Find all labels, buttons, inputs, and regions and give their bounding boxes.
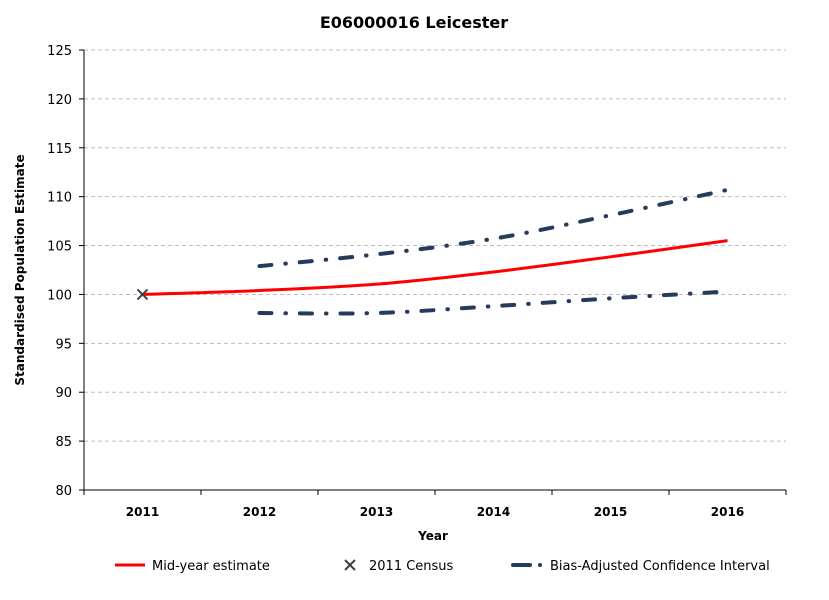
y-tick-label: 105 (47, 240, 72, 255)
y-tick-label: 120 (47, 93, 72, 108)
y-tick-label: 100 (47, 288, 72, 303)
y-axis-label: Standardised Population Estimate (13, 154, 27, 385)
legend-ci-swatch-dot (538, 563, 542, 567)
legend-ci-label: Bias-Adjusted Confidence Interval (550, 559, 770, 574)
confidence-interval-upper-line (257, 187, 730, 269)
y-tick-label: 115 (47, 142, 72, 157)
x-tick-label: 2016 (711, 505, 744, 519)
x-tick-label: 2011 (126, 505, 159, 519)
legend-census-icon (344, 559, 356, 571)
confidence-interval-lower-line (257, 289, 730, 316)
y-tick-label: 110 (47, 191, 72, 206)
x-axis-label: Year (417, 529, 448, 543)
x-tick-label: 2015 (594, 505, 627, 519)
legend-census-label: 2011 Census (369, 559, 454, 574)
y-tick-label: 90 (55, 386, 72, 401)
y-tick-label: 125 (47, 44, 72, 59)
census-marker (136, 288, 149, 301)
x-tick-label: 2012 (243, 505, 276, 519)
x-tick-label: 2014 (477, 505, 510, 519)
chart-title: E06000016 Leicester (320, 13, 508, 32)
mid-year-estimate-line (142, 239, 728, 296)
x-tick-label: 2013 (360, 505, 393, 519)
y-tick-label: 95 (55, 337, 72, 352)
y-tick-label: 85 (55, 435, 72, 450)
legend-mid-year-label: Mid-year estimate (152, 559, 270, 574)
y-tick-label: 80 (55, 484, 72, 499)
